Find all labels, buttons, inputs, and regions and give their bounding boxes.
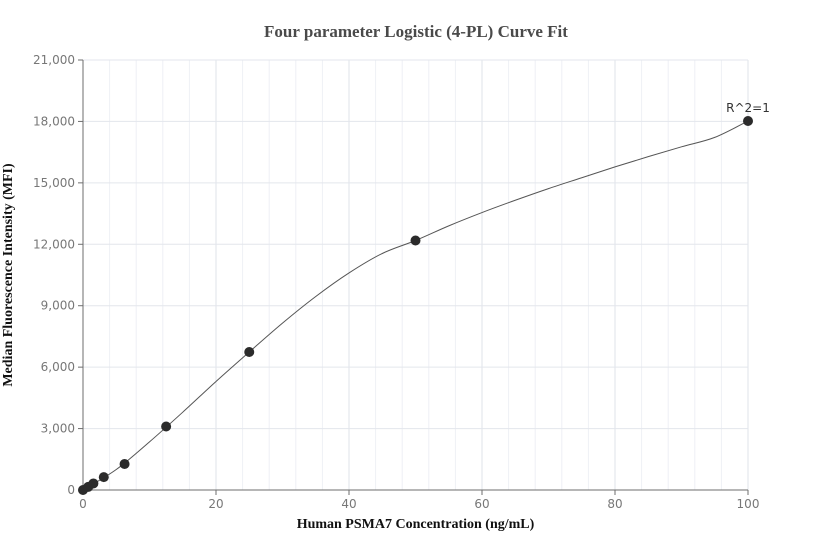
x-tick-label: 0: [79, 497, 87, 511]
x-tick-label: 100: [737, 497, 760, 511]
y-tick-label: 9,000: [41, 299, 75, 313]
tick-labels: 0 3,000 6,000 9,000 12,000 15,000 18,000 21,000…: [33, 53, 759, 511]
x-tick-label: 80: [607, 497, 622, 511]
chart-title: Four parameter Logistic (4-PL) Curve Fit: [264, 22, 568, 41]
annotations: R^2=1: [726, 101, 770, 115]
y-tick-label: 0: [67, 483, 75, 497]
y-tick-label: 3,000: [41, 422, 75, 436]
y-tick-label: 6,000: [41, 360, 75, 374]
x-axis-label: Human PSMA7 Concentration (ng/mL): [296, 517, 535, 532]
x-tick-label: 20: [208, 497, 223, 511]
data-points: [78, 116, 753, 495]
data-point: [98, 472, 109, 483]
y-tick-label: 18,000: [33, 114, 75, 128]
axes: [82, 60, 748, 491]
data-point: [161, 421, 172, 432]
data-point: [88, 478, 99, 489]
y-tick-label: 12,000: [33, 237, 75, 251]
data-point: [244, 346, 255, 357]
grid-lines: [82, 59, 749, 491]
y-tick-label: 21,000: [33, 53, 75, 67]
data-point: [119, 458, 130, 469]
data-point: [410, 235, 421, 246]
x-tick-label: 60: [474, 497, 489, 511]
y-tick-label: 15,000: [33, 176, 75, 190]
y-axis-label: Median Fluorescence Intensity (MFI): [1, 163, 16, 387]
x-tick-label: 40: [341, 497, 356, 511]
r-squared-annotation: R^2=1: [726, 101, 770, 115]
data-point: [743, 116, 753, 127]
